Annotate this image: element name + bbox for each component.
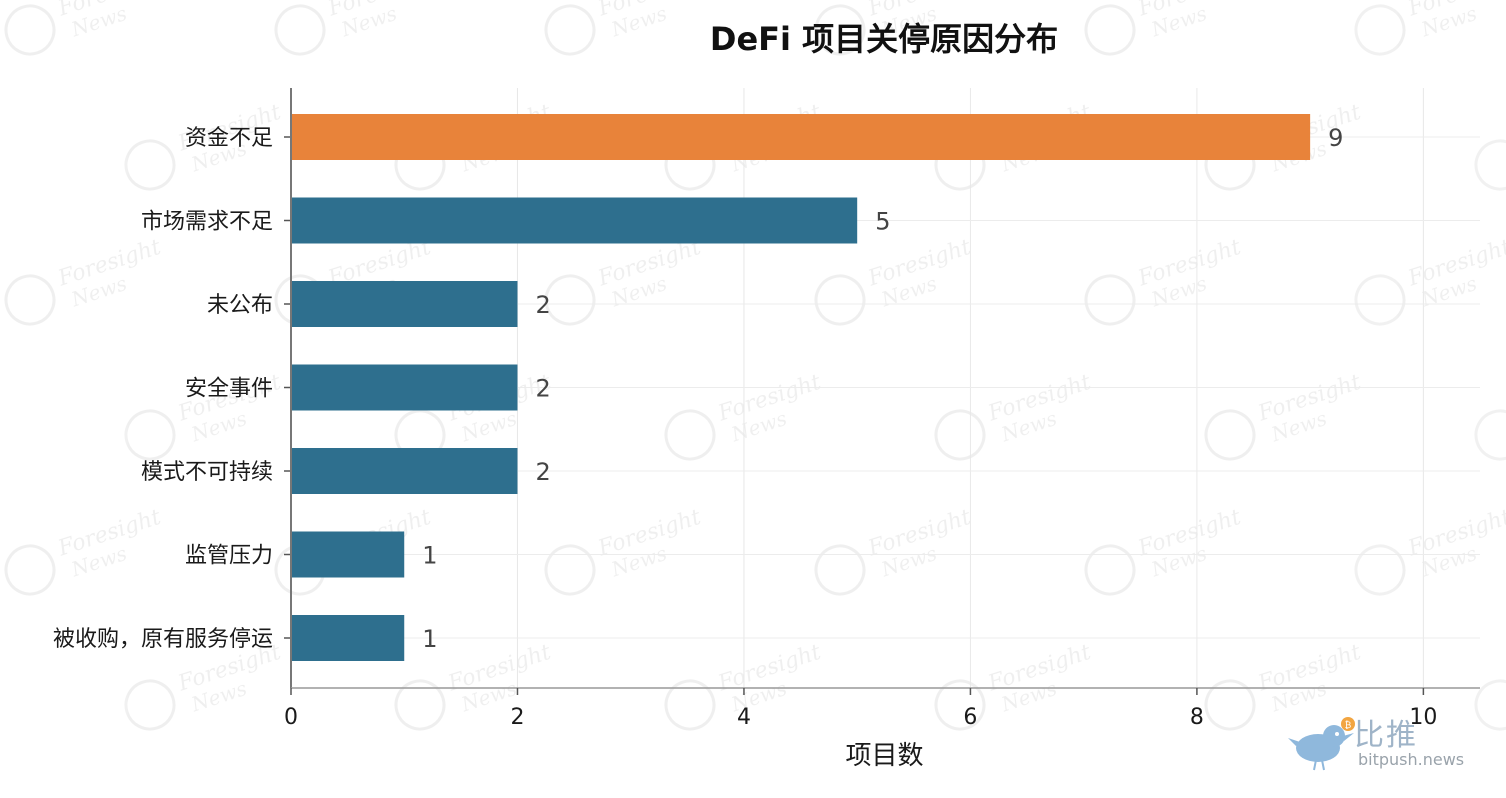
foresight-news-logo [1084, 4, 1136, 56]
data-label: 9 [1328, 124, 1343, 152]
foresight-news-logo [1204, 679, 1256, 731]
data-label: 1 [422, 625, 437, 653]
foresight-news-logo [1084, 274, 1136, 326]
data-label: 1 [422, 542, 437, 570]
bar [291, 531, 405, 578]
foresight-news-logo [544, 4, 596, 56]
x-tick-label: 6 [963, 705, 977, 730]
foresight-news-logo [1204, 409, 1256, 461]
foresight-news-logo [814, 274, 866, 326]
foresight-news-logo [1084, 544, 1136, 596]
foresight-news-logo [544, 544, 596, 596]
bar [291, 197, 858, 244]
bird-icon: ₿ [1288, 717, 1355, 771]
category-label: 安全事件 [185, 377, 273, 402]
bar [291, 448, 518, 494]
foresight-news-logo [394, 679, 446, 731]
foresight-news-logo [4, 544, 56, 596]
x-tick-label: 10 [1409, 705, 1437, 730]
foresight-news-logo [1354, 544, 1406, 596]
foresight-news-logo [1354, 4, 1406, 56]
brand-url: bitpush.news [1358, 750, 1465, 769]
foresight-news-logo [664, 409, 716, 461]
category-label: 被收购，原有服务停运 [53, 627, 273, 652]
brand-name-cn: 比推 [1354, 718, 1418, 753]
foresight-news-logo [544, 274, 596, 326]
x-tick-label: 0 [284, 705, 298, 730]
foresight-news-logo [124, 139, 176, 191]
bitpush-brand-watermark: ₿ 比推 bitpush.news [1288, 710, 1488, 780]
foresight-news-logo [4, 4, 56, 56]
data-label: 5 [875, 208, 890, 236]
category-label: 资金不足 [185, 126, 273, 151]
foresight-news-logo [934, 409, 986, 461]
data-label: 2 [535, 375, 550, 403]
foresight-news-logo [124, 409, 176, 461]
foresight-news-logo [1474, 679, 1506, 731]
bars [291, 114, 1311, 661]
bar [291, 615, 405, 661]
foresight-news-logo [1474, 139, 1506, 191]
foresight-news-logo [1354, 274, 1406, 326]
data-label: 2 [535, 291, 550, 319]
bar [291, 364, 518, 411]
x-tick-label: 4 [737, 705, 751, 730]
data-label: 2 [535, 458, 550, 486]
axes [284, 88, 1480, 695]
foresight-news-logo [4, 274, 56, 326]
category-label: 模式不可持续 [141, 460, 273, 485]
svg-text:₿: ₿ [1345, 720, 1352, 731]
x-tick-label: 2 [510, 705, 524, 730]
bar [291, 281, 518, 327]
foresight-news-logo [124, 679, 176, 731]
foresight-news-logo [814, 544, 866, 596]
chart-title: DeFi 项目关停原因分布 [710, 20, 1058, 58]
category-label: 未公布 [207, 293, 273, 318]
foresight-news-logo [274, 4, 326, 56]
x-tick-label: 8 [1190, 705, 1204, 730]
foresight-news-logo [814, 4, 866, 56]
category-label: 监管压力 [185, 544, 273, 569]
foresight-news-logo [1474, 409, 1506, 461]
bar [291, 114, 1311, 160]
foresight-news-logo [934, 679, 986, 731]
foresight-news-logo [664, 679, 716, 731]
category-label: 市场需求不足 [141, 210, 273, 235]
x-axis-title: 项目数 [845, 741, 923, 771]
